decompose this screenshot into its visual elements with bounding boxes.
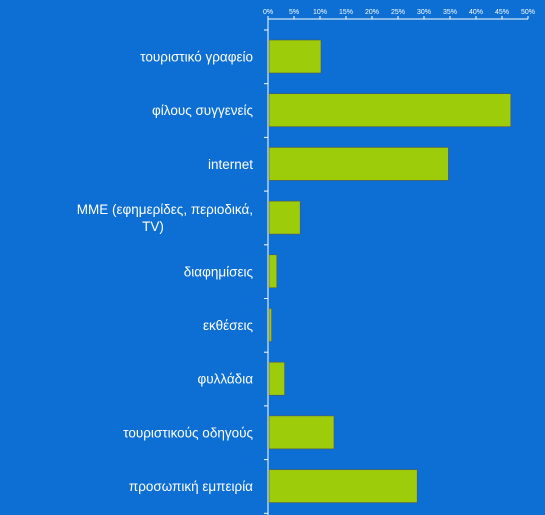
category-label: προσωπική εμπειρία <box>129 479 253 494</box>
x-axis: 0% 5% 10% 15% 20% 25% 30% 35% 40% 45% 50% <box>263 9 535 514</box>
category-label-line: ΜΜΕ (εφημερίδες, περιοδικά, <box>77 202 253 217</box>
category-label: φίλους συγγενείς <box>152 103 253 118</box>
bar <box>268 469 418 503</box>
x-tick-label: 15% <box>339 9 353 16</box>
x-tick-label: 45% <box>495 9 509 16</box>
x-tick-label: 10% <box>313 9 327 16</box>
x-tick-label: 50% <box>521 9 535 16</box>
category-label: τουριστικούς οδηγούς <box>123 425 253 440</box>
category-label: τουριστικό γραφείο <box>140 50 253 65</box>
category-label: internet <box>208 157 253 172</box>
bar <box>268 361 285 396</box>
bar <box>268 415 335 450</box>
bar <box>268 39 322 74</box>
x-tick-label: 20% <box>365 9 379 16</box>
category-label-line: TV) <box>142 219 164 234</box>
bars <box>268 39 512 503</box>
bar <box>268 254 278 289</box>
x-tick-label: 35% <box>443 9 457 16</box>
x-tick-label: 25% <box>391 9 405 16</box>
bar <box>268 147 449 181</box>
category-label: ΜΜΕ (εφημερίδες, περιοδικά, TV) <box>77 202 253 234</box>
category-label: εκθέσεις <box>203 318 253 333</box>
bar <box>268 308 272 342</box>
x-tick-label: 5% <box>289 9 299 16</box>
category-label: φυλλάδια <box>197 372 253 387</box>
x-tick-label: 30% <box>417 9 431 16</box>
x-tick-label: 0% <box>263 9 273 16</box>
bar <box>268 93 512 127</box>
category-labels: τουριστικό γραφείο φίλους συγγενείς intern… <box>77 50 254 495</box>
x-tick-label: 40% <box>469 9 483 16</box>
category-label: διαφημίσεις <box>184 264 254 279</box>
bar <box>268 200 301 235</box>
